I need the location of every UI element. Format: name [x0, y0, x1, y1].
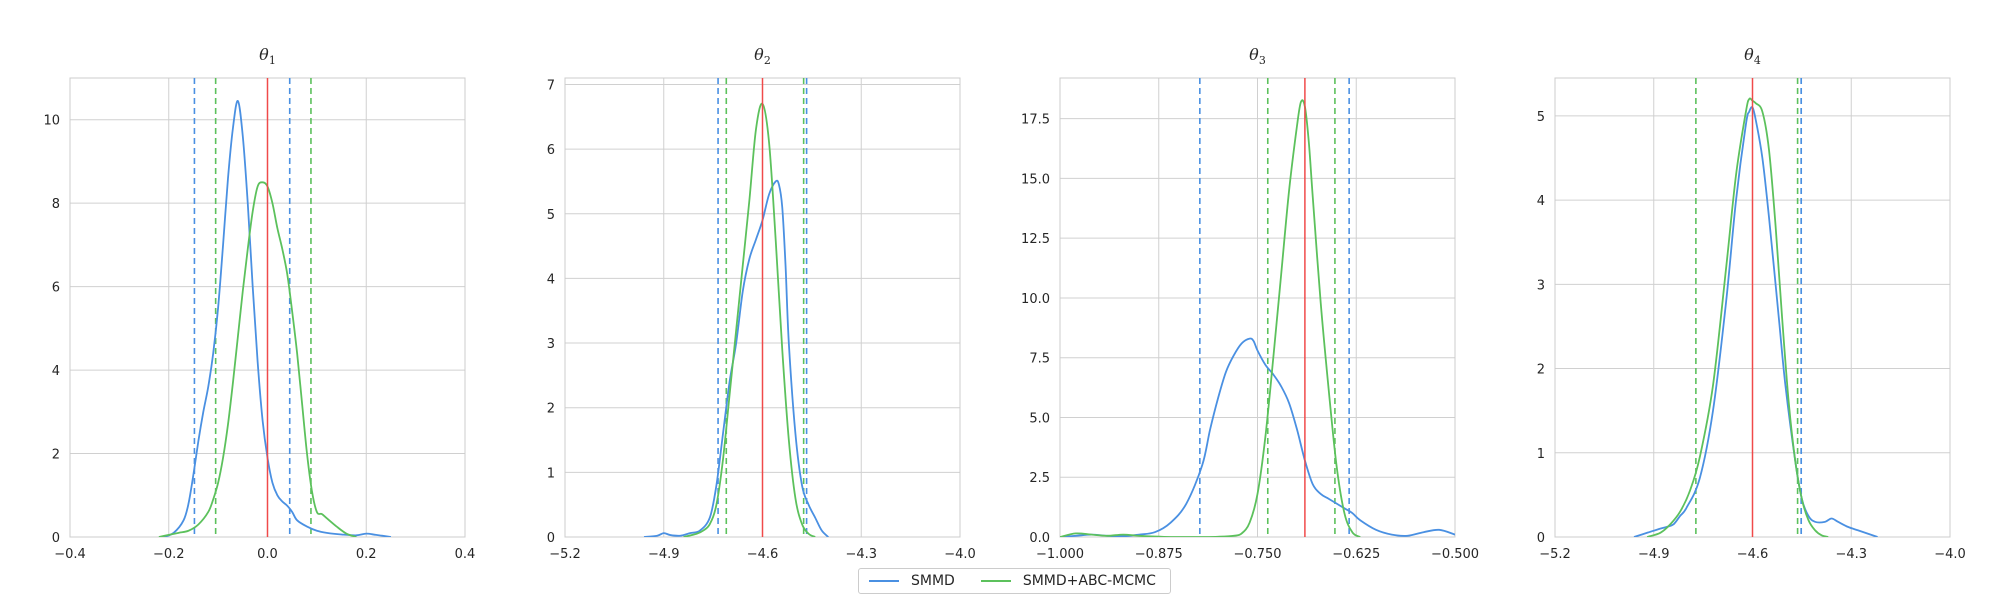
chart-title-subscript-2: 2	[764, 54, 771, 67]
y-tick-label-1-1: 2	[52, 448, 60, 463]
legend-swatch-smmd	[869, 580, 899, 582]
y-tick-label-4-4: 4	[1537, 194, 1545, 209]
y-tick-label-1-4: 8	[52, 197, 60, 212]
y-tick-label-2-5: 5	[547, 208, 555, 223]
legend: SMMD SMMD+ABC-MCMC	[858, 568, 1171, 594]
x-tick-label-1-3: 0.2	[356, 547, 377, 562]
x-tick-label-1-4: 0.4	[455, 547, 476, 562]
y-tick-label-2-2: 2	[547, 402, 555, 417]
x-tick-label-4-0: −5.2	[1539, 547, 1571, 562]
chart-title-subscript-1: 1	[269, 54, 276, 67]
y-tick-label-2-3: 3	[547, 337, 555, 352]
y-tick-label-3-2: 5.0	[1029, 411, 1050, 426]
density-line-1-smmd	[163, 100, 392, 537]
x-tick-label-4-1: −4.9	[1638, 547, 1670, 562]
plot-area-1	[158, 78, 392, 537]
y-tick-label-2-7: 7	[547, 78, 555, 93]
plot-area-2	[643, 78, 829, 537]
y-tick-label-2-0: 0	[547, 531, 555, 546]
y-tick-label-2-1: 1	[547, 466, 555, 481]
plot-area-3	[1060, 78, 1455, 537]
y-tick-label-1-2: 4	[52, 364, 60, 379]
y-tick-label-1-5: 10	[43, 114, 60, 129]
chart-panel-3: −1.000 −0.875 −0.750 −0.625 −0.500 0.0 2.5 5.0 7…	[1021, 45, 1479, 562]
y-tick-label-3-4: 10.0	[1021, 292, 1050, 307]
plot-area-4	[1633, 78, 1878, 537]
y-tick-label-3-6: 15.0	[1021, 172, 1050, 187]
x-tick-label-3-2: −0.750	[1233, 547, 1281, 562]
x-tick-label-3-0: −1.000	[1036, 547, 1084, 562]
chart-title-4: θ4	[1744, 45, 1761, 67]
x-tick-label-4-3: −4.3	[1835, 547, 1867, 562]
y-tick-label-3-1: 2.5	[1029, 471, 1050, 486]
density-line-1-abc	[158, 181, 357, 537]
legend-item-abc: SMMD+ABC-MCMC	[980, 573, 1156, 589]
x-tick-label-1-1: −0.2	[153, 547, 185, 562]
y-tick-label-1-0: 0	[52, 531, 60, 546]
plot-frame-3	[1059, 77, 1456, 538]
x-tick-label-1-0: −0.4	[54, 547, 86, 562]
chart-title-3: θ3	[1249, 45, 1266, 67]
x-tick-label-2-2: −4.6	[747, 547, 779, 562]
y-tick-label-4-0: 0	[1537, 531, 1545, 546]
y-tick-label-3-7: 17.5	[1021, 113, 1050, 128]
x-tick-label-4-2: −4.6	[1737, 547, 1769, 562]
legend-item-smmd: SMMD	[869, 573, 955, 589]
density-line-3-smmd	[1060, 337, 1455, 537]
x-tick-label-1-2: 0.0	[257, 547, 278, 562]
chart-title-symbol-4: θ	[1744, 45, 1754, 64]
density-line-4-smmd	[1633, 106, 1878, 537]
chart-title-symbol-1: θ	[259, 45, 269, 64]
chart-title-1: θ1	[259, 45, 276, 67]
chart-title-symbol-3: θ	[1249, 45, 1259, 64]
legend-swatch-abc	[980, 580, 1011, 582]
x-tick-label-3-3: −0.625	[1332, 547, 1380, 562]
x-tick-label-2-3: −4.3	[845, 547, 877, 562]
y-tick-label-4-5: 5	[1537, 110, 1545, 125]
y-tick-label-4-2: 2	[1537, 363, 1545, 378]
y-tick-label-3-5: 12.5	[1021, 232, 1050, 247]
chart-title-subscript-4: 4	[1754, 54, 1761, 67]
y-tick-label-3-3: 7.5	[1029, 352, 1050, 367]
y-tick-label-4-1: 1	[1537, 447, 1545, 462]
density-line-3-abc	[1060, 99, 1361, 537]
density-line-2-smmd	[643, 179, 829, 537]
density-line-2-abc	[683, 102, 816, 537]
x-tick-label-2-1: −4.9	[648, 547, 680, 562]
chart-title-2: θ2	[754, 45, 771, 67]
y-tick-label-1-3: 6	[52, 281, 60, 296]
density-line-4-abc	[1646, 97, 1829, 537]
legend-label-abc: SMMD+ABC-MCMC	[1022, 573, 1156, 589]
x-tick-label-3-4: −0.500	[1431, 547, 1479, 562]
chart-panel-1: −0.4 −0.2 0.0 0.2 0.4 0 2 4 6 8 10 θ1	[43, 45, 475, 562]
chart-title-symbol-2: θ	[754, 45, 764, 64]
y-tick-label-2-6: 6	[547, 143, 555, 158]
x-tick-label-2-0: −5.2	[549, 547, 581, 562]
x-tick-label-4-4: −4.0	[1934, 547, 1966, 562]
x-tick-label-2-4: −4.0	[944, 547, 976, 562]
x-tick-label-3-1: −0.875	[1135, 547, 1183, 562]
y-tick-label-3-0: 0.0	[1029, 531, 1050, 546]
y-tick-label-2-4: 4	[547, 272, 555, 287]
legend-label-smmd: SMMD	[911, 573, 955, 589]
y-tick-label-4-3: 3	[1537, 278, 1545, 293]
chart-title-subscript-3: 3	[1259, 54, 1266, 67]
